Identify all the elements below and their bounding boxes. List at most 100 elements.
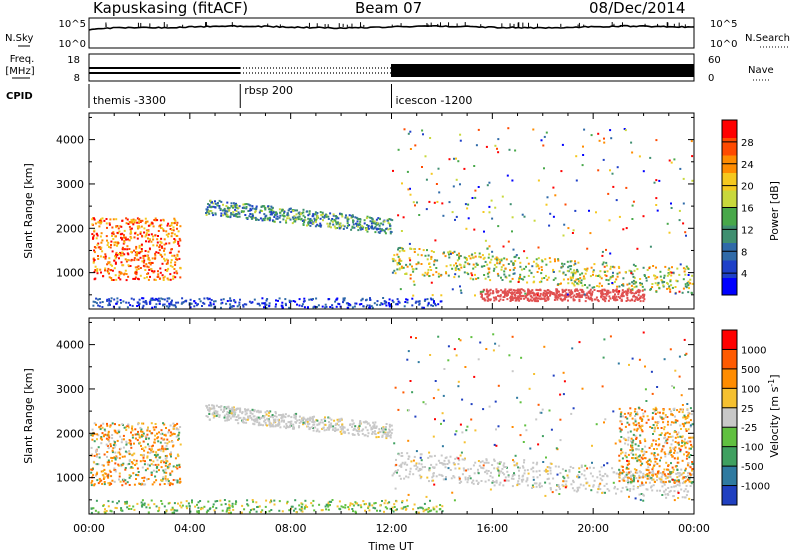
power-cell [405, 298, 408, 301]
power-cell [392, 301, 395, 304]
velocity-cell [262, 424, 264, 427]
velocity-cell [627, 412, 630, 415]
power-cell [381, 303, 384, 306]
power-cell [335, 221, 338, 224]
velocity-cell [124, 468, 127, 471]
power-cell-sparse [666, 222, 669, 225]
power-cell-sparse [459, 289, 462, 292]
velocity-cell [135, 462, 138, 465]
power-cell [324, 306, 327, 309]
power-cell [113, 259, 116, 262]
velocity-cell [689, 407, 692, 410]
power-cell [641, 294, 644, 296]
power-cell-sparse [668, 231, 671, 234]
power-cell [578, 292, 581, 295]
velocity-cell [163, 434, 166, 436]
velocity-cell [496, 462, 499, 465]
power-cell [214, 200, 216, 203]
velocity-cell [116, 456, 119, 459]
power-cell [162, 276, 165, 279]
power-cell [123, 239, 126, 242]
velocity-cell [634, 457, 637, 460]
velocity-cell [491, 464, 494, 466]
velocity-cell [635, 413, 637, 416]
power-cell [130, 297, 133, 300]
velocity-cell [309, 419, 312, 422]
power-cell [542, 294, 545, 297]
velocity-cell [648, 477, 651, 480]
power-cell [243, 207, 246, 210]
power-cell [593, 289, 596, 291]
velocity-cell [278, 423, 281, 426]
power-cell [633, 292, 636, 295]
velocity-cell [652, 478, 655, 481]
power-cell [154, 234, 157, 237]
power-cell [166, 277, 169, 280]
velocity-cell [172, 465, 175, 468]
power-cell [109, 303, 111, 306]
colorbar-tick-label: 12 [741, 225, 754, 236]
velocity-cell [141, 454, 144, 457]
velocity-cell [535, 482, 538, 485]
power-cell [655, 290, 658, 293]
power-cell [590, 266, 593, 269]
power-cell-sparse [471, 197, 474, 199]
velocity-cell [631, 441, 634, 444]
velocity-cell [481, 460, 484, 463]
power-cell [263, 219, 266, 222]
velocity-cell [119, 453, 122, 456]
velocity-cell [257, 424, 260, 427]
velocity-cell [467, 478, 470, 481]
power-cell [668, 285, 671, 288]
power-cell-sparse [678, 209, 681, 212]
power-cell [469, 277, 472, 280]
velocity-cell [631, 457, 634, 459]
power-cell-sparse [622, 228, 625, 231]
velocity-cell [375, 436, 378, 439]
velocity-cell [630, 437, 633, 440]
power-cell [378, 227, 381, 230]
power-cell-sparse [409, 259, 412, 262]
power-cell [598, 290, 600, 293]
power-cell [111, 232, 114, 235]
power-cell [122, 300, 125, 303]
velocity-cell [263, 420, 266, 423]
power-cell-sparse [670, 207, 673, 209]
power-cell [635, 285, 638, 288]
power-cell [172, 226, 175, 229]
velocity-cell [95, 474, 97, 477]
velocity-cell [653, 452, 656, 454]
power-cell [228, 207, 231, 210]
velocity-cell [479, 461, 482, 464]
velocity-cell [155, 455, 158, 458]
power-cell [670, 274, 673, 277]
velocity-cell [178, 431, 181, 434]
power-cell [143, 227, 146, 230]
velocity-cell [143, 483, 146, 486]
velocity-cell [638, 470, 641, 473]
power-cell [639, 300, 642, 303]
power-cell [377, 231, 380, 234]
velocity-cell [431, 466, 434, 469]
power-cell [351, 214, 354, 217]
power-cell [135, 269, 138, 271]
velocity-cell [170, 482, 173, 485]
velocity-cell [685, 457, 688, 460]
power-cell [661, 281, 664, 284]
power-cell [109, 263, 112, 266]
velocity-cell [664, 481, 667, 484]
velocity-cell [657, 470, 659, 473]
power-cell [601, 288, 604, 291]
power-cell [161, 274, 164, 277]
power-cell-sparse [678, 219, 681, 222]
power-cell [512, 272, 515, 275]
power-cell [518, 293, 521, 295]
power-cell [486, 272, 489, 275]
power-cell-sparse [574, 209, 577, 212]
velocity-cell [664, 414, 667, 416]
velocity-cell [150, 471, 153, 474]
velocity-cell [146, 433, 149, 436]
velocity-cell [680, 408, 683, 411]
velocity-cell [606, 488, 609, 491]
power-cell [500, 276, 502, 279]
